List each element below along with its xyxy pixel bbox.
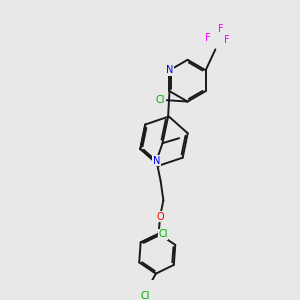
Text: F: F (205, 33, 210, 43)
Text: O: O (156, 212, 164, 222)
Text: Cl: Cl (140, 292, 150, 300)
Text: F: F (224, 35, 230, 46)
Text: N: N (153, 156, 160, 166)
Text: F: F (218, 24, 223, 34)
Text: N: N (166, 65, 173, 75)
Text: Cl: Cl (158, 229, 168, 239)
Text: Cl: Cl (156, 95, 165, 105)
